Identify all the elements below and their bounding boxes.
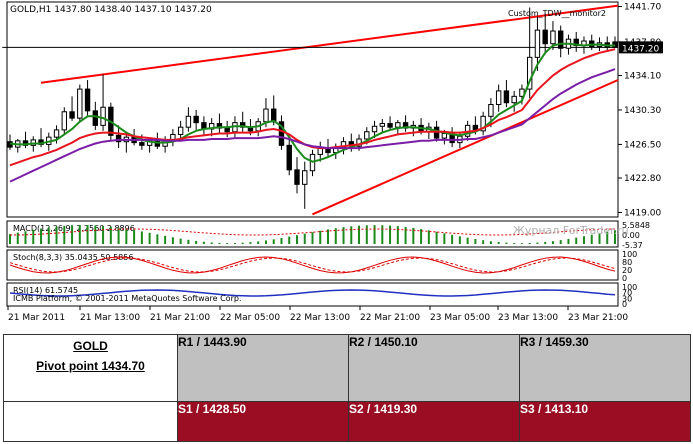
candle-body: [177, 126, 184, 135]
y-tick-label: 1430.30: [624, 106, 661, 116]
y-tick-label: 1441.70: [624, 3, 661, 13]
x-tick-label: 22 Mar 13:00: [290, 313, 350, 323]
blank-cell: [3, 400, 178, 443]
candle-body: [302, 170, 308, 185]
candle-body: [379, 123, 386, 127]
stoch-tick-label: 80: [622, 258, 632, 267]
indicator-label: Custom_TDW__monitor2: [508, 9, 606, 18]
moving-average-line: [9, 42, 615, 163]
current-price-label: 1437.20: [622, 44, 659, 54]
y-tick-label: 1426.50: [624, 140, 661, 150]
main-panel-frame: [6, 1, 619, 218]
chart-header: GOLD,H1 1437.80 1438.40 1437.10 1437.20: [10, 5, 212, 15]
candle-body: [387, 123, 393, 128]
candle-body: [542, 29, 548, 45]
x-tick-label: 23 Mar 05:00: [430, 313, 490, 323]
s1-cell: S1 / 1428.50: [177, 400, 349, 443]
candle-body: [286, 144, 292, 171]
candle-body: [53, 129, 60, 138]
candle-body: [100, 106, 106, 126]
rsi-tick-label: 70: [622, 289, 632, 298]
candle-body: [488, 104, 494, 117]
stoch-signal-line: [9, 257, 616, 273]
candle-body: [495, 90, 502, 106]
pivot-table: GOLD Pivot point 1434.70 R1 / 1443.90 R2…: [3, 334, 691, 443]
candle-body: [550, 30, 556, 45]
x-tick-label: 21 Mar 13:00: [80, 313, 140, 323]
macd-tick-label: 0.00: [622, 231, 640, 240]
rsi-tick-label: 100: [622, 283, 637, 292]
stoch-tick-label: 0: [622, 274, 627, 283]
s2-cell: S2 / 1419.30: [348, 400, 520, 443]
candle-body: [92, 110, 99, 126]
r1-cell: R1 / 1443.90: [177, 334, 349, 402]
stoch-panel-frame: [6, 249, 619, 281]
copyright-text: ICMB Platform, © 2001-2011 MetaQuotes So…: [13, 294, 242, 303]
macd-tick-label: 5.5848: [622, 221, 650, 230]
candle-body: [503, 90, 510, 104]
r3-cell: R3 / 1459.30: [519, 334, 691, 402]
trendline: [40, 4, 619, 84]
x-tick-label: 23 Mar 21:00: [568, 313, 628, 323]
watermark-text: Журнал ForTrader.ru: [513, 224, 629, 237]
rsi-label: RSI(14) 61.5745: [13, 286, 78, 295]
x-tick-label: 22 Mar 05:00: [220, 313, 280, 323]
macd-tick-label: -5.37: [622, 241, 643, 250]
rsi-tick-label: 30: [622, 294, 632, 303]
candle-body: [185, 115, 192, 128]
stoch-tick-label: 20: [622, 266, 632, 275]
stoch-tick-label: 100: [622, 250, 637, 259]
y-tick-label: 1422.80: [624, 174, 661, 184]
candle-body: [61, 111, 67, 131]
candle-body: [278, 121, 285, 146]
candle-body: [441, 133, 448, 139]
candle-body: [263, 108, 269, 123]
candle-body: [511, 95, 517, 104]
current-price-box: [619, 41, 663, 54]
rsi-panel-frame: [6, 282, 619, 307]
candle-body: [534, 29, 541, 58]
candle-body: [84, 88, 91, 112]
stoch-main-line: [9, 256, 616, 274]
macd-signal-line: [9, 228, 616, 236]
candle-body: [371, 125, 378, 133]
symbol-cell: GOLD Pivot point 1434.70: [3, 334, 178, 402]
price-chart-svg: 1441.701437.801434.101430.301426.501422.…: [2, 1, 663, 323]
candle-body: [139, 142, 145, 146]
candle-body: [193, 115, 199, 124]
candle-body: [69, 111, 75, 119]
candle-body: [480, 115, 486, 132]
chart-area: 1441.701437.801434.101430.301426.501422.…: [2, 1, 663, 323]
y-tick-label: 1419.00: [624, 208, 661, 218]
candle-body: [558, 30, 564, 49]
rsi-line: [9, 289, 616, 297]
macd-label: MACD(12,26,9) 2.2560 2.8896: [13, 224, 135, 233]
rsi-tick-label: 0: [622, 300, 627, 309]
candle-body: [364, 131, 370, 140]
trendline: [312, 79, 619, 216]
y-tick-label: 1434.10: [624, 71, 661, 81]
candle-body: [526, 56, 533, 90]
stoch-label: Stoch(8,3,3) 35.0435 50.5856: [13, 253, 133, 262]
candle-body: [294, 169, 300, 185]
r2-cell: R2 / 1450.10: [348, 334, 520, 402]
candle-body: [77, 88, 83, 119]
symbol-label: GOLD: [73, 339, 108, 353]
x-tick-label: 23 Mar 13:00: [498, 313, 558, 323]
pivot-point-label: Pivot point 1434.70: [36, 359, 145, 373]
candle-body: [115, 134, 122, 143]
candle-body: [224, 127, 230, 133]
x-tick-label: 21 Mar 21:00: [150, 313, 210, 323]
candle-body: [395, 122, 401, 128]
moving-average-line: [9, 68, 616, 183]
x-tick-label: 22 Mar 21:00: [360, 313, 420, 323]
s3-cell: S3 / 1413.10: [519, 400, 691, 443]
x-tick-label: 21 Mar 2011: [8, 313, 65, 323]
